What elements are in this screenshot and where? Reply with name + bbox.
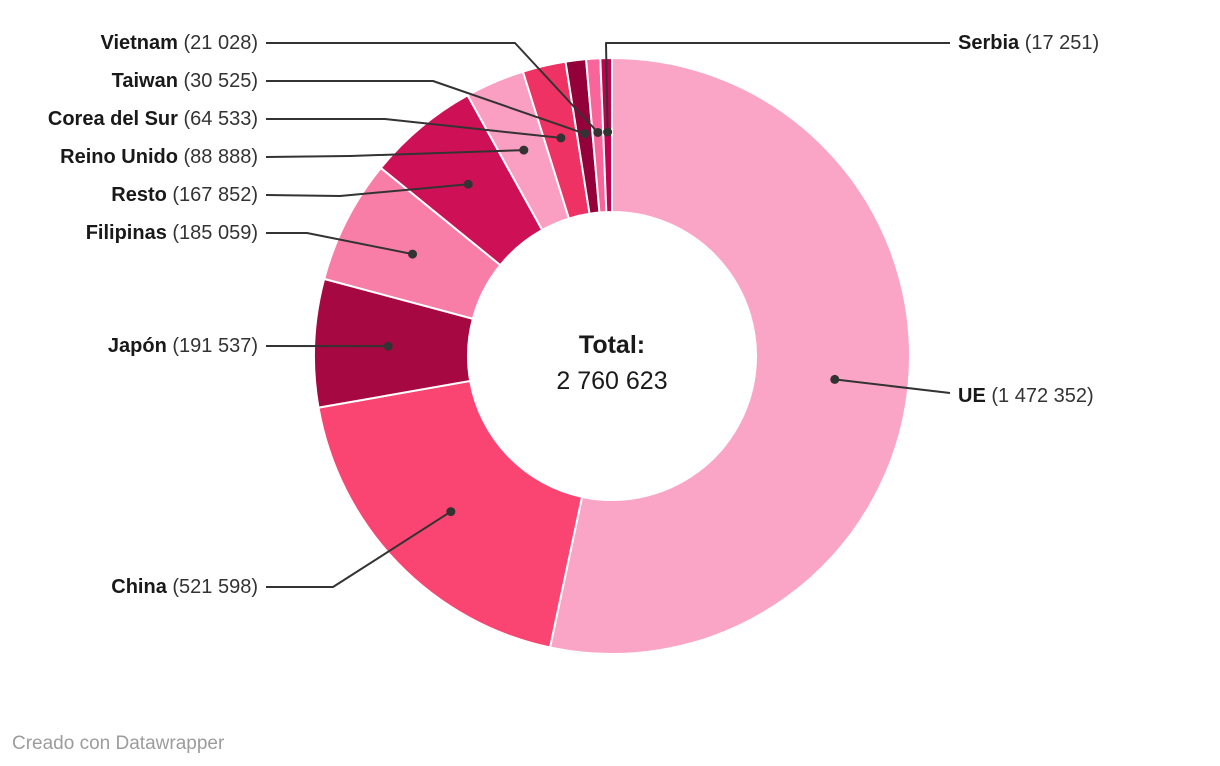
leader-line-china — [266, 510, 452, 588]
slice-label-reino-unido: Reino Unido (88 888) — [60, 145, 258, 169]
slice-label-value: (88 888) — [177, 146, 258, 168]
slice-label-name: Filipinas — [85, 222, 167, 244]
slice-label-corea-del-sur: Corea del Sur (64 533) — [48, 107, 258, 131]
callout-dot-china — [446, 507, 456, 517]
slice-label-value: (1 472 352) — [985, 385, 1094, 407]
pie-slice-ue[interactable] — [549, 57, 911, 655]
callout-dot-ue — [830, 374, 840, 384]
slice-label-value: (521 598) — [166, 576, 258, 598]
callout-dot-taiwan — [580, 129, 590, 139]
slice-label-china: China (521 598) — [111, 575, 258, 599]
total-value: 2 760 623 — [556, 367, 668, 395]
slice-label-value: (17 251) — [1019, 32, 1100, 54]
callout-dot-reino-unido — [519, 145, 529, 155]
slice-label-name: Japón — [107, 335, 167, 357]
slice-label-name: Vietnam — [100, 32, 178, 54]
callout-dot-japon — [383, 341, 393, 351]
callout-dot-resto — [463, 179, 473, 189]
slice-label-serbia: Serbia (17 251) — [958, 31, 1099, 55]
slice-label-value: (30 525) — [177, 70, 258, 92]
slice-label-name: China — [111, 576, 167, 598]
callout-dot-corea-del-sur — [556, 133, 566, 143]
leader-line-ue — [834, 378, 951, 394]
slice-label-taiwan: Taiwan (30 525) — [112, 69, 258, 93]
leader-line-corea-del-sur — [266, 118, 562, 139]
leader-line-filipinas — [266, 232, 413, 256]
slice-label-value: (167 852) — [166, 184, 258, 206]
slice-label-name: Taiwan — [111, 70, 178, 92]
slice-label-resto: Resto (167 852) — [111, 183, 258, 207]
callout-dot-serbia — [603, 127, 613, 137]
slice-label-name: Serbia — [958, 32, 1020, 54]
leader-line-vietnam — [266, 42, 599, 134]
slice-label-filipinas: Filipinas (185 059) — [86, 221, 258, 245]
donut-center-total: Total: 2 760 623 — [556, 327, 667, 399]
slice-label-name: Reino Unido — [60, 146, 178, 168]
datawrapper-credit-link[interactable]: Creado con Datawrapper — [12, 733, 225, 754]
slice-label-value: (191 537) — [166, 335, 258, 357]
total-title: Total: — [578, 331, 646, 359]
slice-label-name: Corea del Sur — [47, 108, 178, 130]
slice-label-value: (64 533) — [177, 108, 258, 130]
leader-line-serbia — [605, 42, 950, 133]
callout-dot-vietnam — [593, 127, 603, 137]
callout-dot-filipinas — [408, 249, 418, 259]
slice-label-japon: Japón (191 537) — [108, 334, 258, 358]
slice-label-ue: UE (1 472 352) — [958, 384, 1094, 408]
slice-label-name: UE — [958, 385, 986, 407]
slice-label-vietnam: Vietnam (21 028) — [100, 31, 258, 55]
slice-label-name: Resto — [111, 184, 167, 206]
leader-line-resto — [265, 183, 469, 197]
slice-label-value: (21 028) — [177, 32, 258, 54]
leader-line-reino-unido — [265, 149, 524, 158]
slice-label-value: (185 059) — [166, 222, 258, 244]
leader-line-taiwan — [266, 80, 586, 135]
